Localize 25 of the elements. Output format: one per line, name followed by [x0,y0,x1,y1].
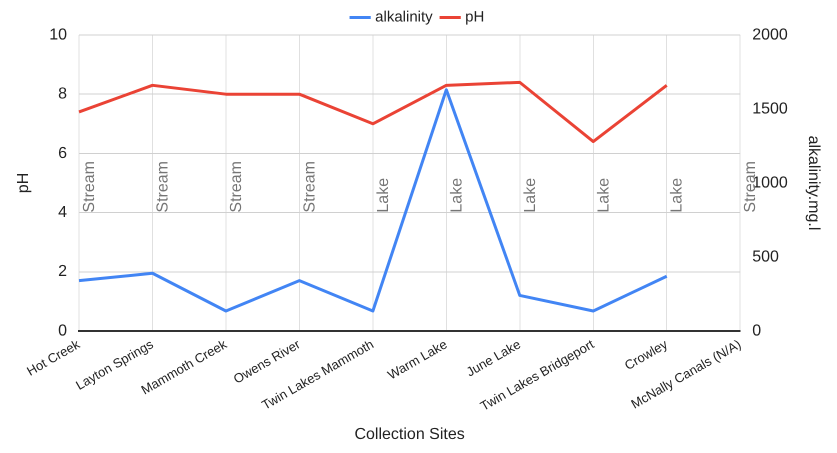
annotation: Lake [448,178,466,213]
y2-tick-label: 1500 [752,100,788,118]
annotation: Lake [374,178,392,213]
y2-axis-title: alkalinity.mg.l [804,136,822,230]
annotation: Stream [80,161,98,213]
x-axis-title: Collection Sites [354,426,465,443]
annotation: Lake [668,178,686,213]
y2-tick-label: 2000 [752,26,788,44]
legend-label: alkalinity [375,8,434,26]
annotation: Lake [522,178,539,213]
y-tick-label: 2 [58,263,68,280]
x-tick-label: Warm Lake [384,336,450,382]
y2-tick-label: 500 [752,248,780,266]
x-tick-label: June Lake [464,336,524,380]
y-tick-label: 6 [58,144,68,162]
y-tick-label: 4 [58,204,68,221]
annotation: Lake [595,178,612,213]
y-tick-label: 8 [58,86,68,103]
annotation: Stream [228,161,245,213]
annotation: Stream [154,161,172,213]
annotation: Stream [301,161,318,213]
y-axis-title: pH [15,172,32,194]
y-tick-label: 10 [49,26,68,44]
y2-tick-label: 0 [752,322,762,340]
legend-label: pH [465,8,484,26]
